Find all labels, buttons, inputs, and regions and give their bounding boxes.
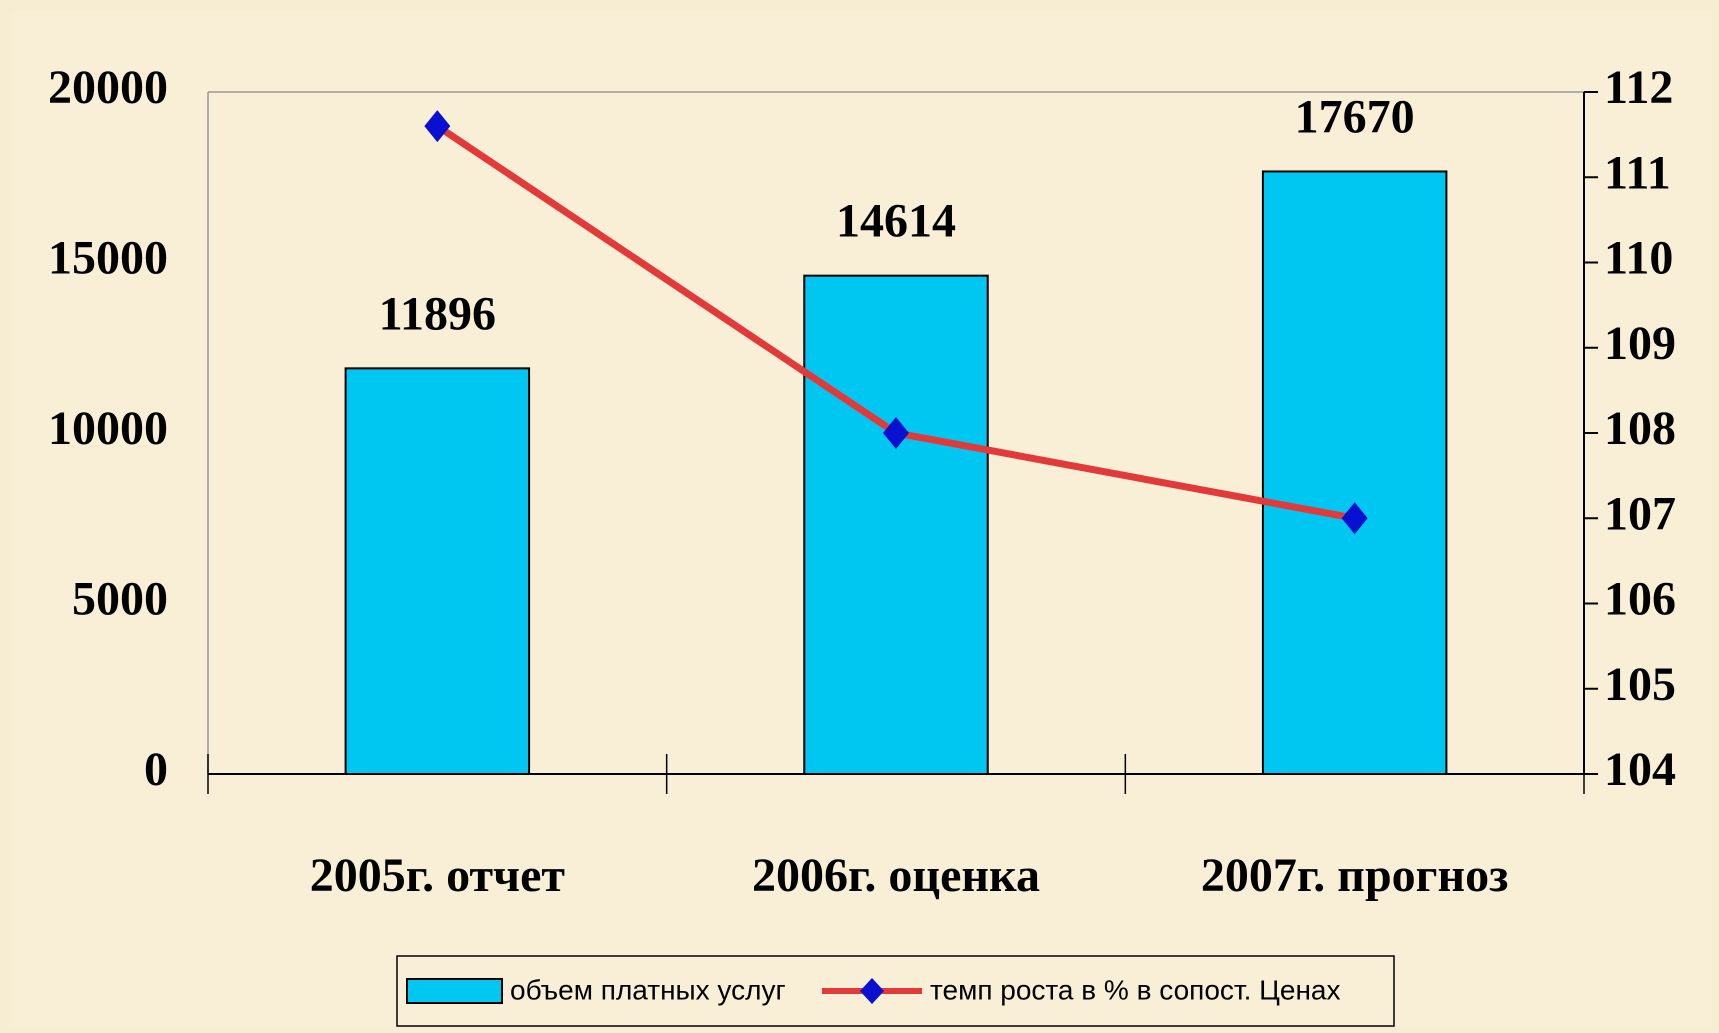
x-tick-label: 2006г. оценка	[752, 849, 1040, 902]
line-marker	[424, 110, 451, 143]
bar	[1261, 170, 1448, 775]
legend-marker	[860, 978, 884, 1004]
legend-swatch	[406, 978, 503, 1004]
y2-tick-label: 105	[1604, 658, 1676, 711]
bar-value-label: 17670	[1295, 90, 1415, 143]
y2-tick-label: 110	[1604, 232, 1673, 285]
y2-tick-label: 109	[1604, 317, 1676, 370]
y-tick-label: 20000	[48, 61, 168, 114]
y2-tick-label: 112	[1604, 61, 1673, 114]
y-tick-label: 0	[144, 743, 168, 796]
legend-label: объем платных услуг	[510, 974, 786, 1005]
legend-label: темп роста в % в сопост. Ценах	[930, 974, 1340, 1005]
y2-tick-label: 106	[1604, 573, 1676, 626]
y-tick-label: 10000	[48, 402, 168, 455]
x-tick-label: 2005г. отчет	[310, 849, 565, 902]
y2-tick-label: 111	[1604, 146, 1671, 199]
x-tick-label: 2007г. прогноз	[1201, 849, 1508, 902]
bar	[344, 367, 531, 775]
bar-value-label: 11896	[379, 287, 496, 340]
y2-tick-label: 108	[1604, 402, 1676, 455]
y2-tick-label: 107	[1604, 487, 1676, 540]
y2-tick-label: 104	[1604, 743, 1676, 796]
y-tick-label: 5000	[72, 573, 168, 626]
line-marker	[1341, 502, 1368, 535]
line-marker	[883, 417, 909, 449]
bar	[803, 274, 989, 775]
y-tick-label: 15000	[48, 232, 168, 285]
bar-value-label: 14614	[836, 195, 956, 248]
